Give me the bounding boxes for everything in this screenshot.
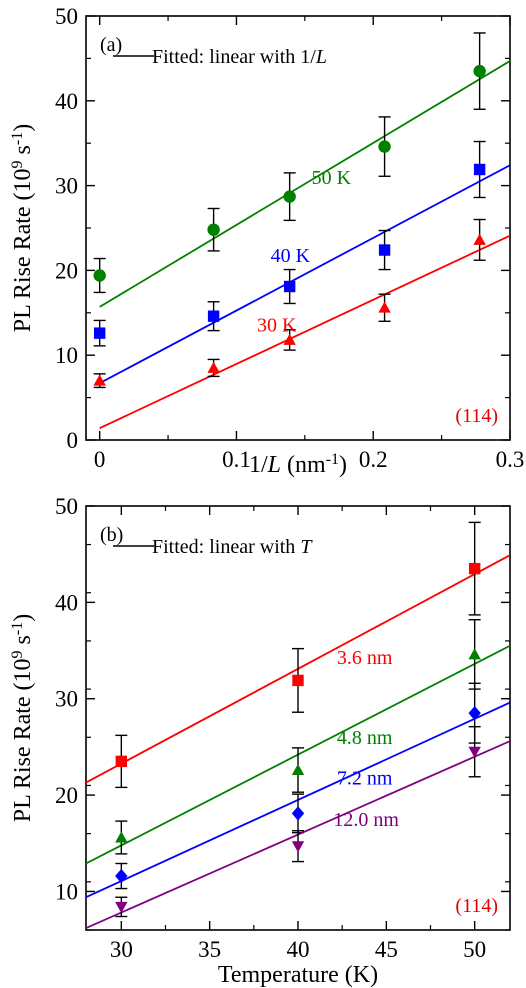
data-point — [473, 233, 486, 245]
data-point — [283, 280, 296, 293]
y-tick-label: 40 — [55, 590, 78, 615]
fit-line — [99, 60, 510, 308]
data-point — [115, 868, 128, 884]
y-tick-label: 20 — [55, 783, 78, 808]
series-label: 50 K — [312, 167, 352, 189]
series-label: 4.8 nm — [337, 727, 393, 749]
data-point — [207, 310, 220, 322]
plot-frame — [85, 15, 511, 441]
x-tick-label: 45 — [375, 937, 398, 962]
series-12-0-nm: 12.0 nm — [86, 725, 510, 929]
data-point — [468, 746, 481, 758]
data-point — [292, 674, 304, 687]
panel-tag: (b) — [100, 524, 123, 546]
data-point — [378, 140, 391, 153]
series-4-8-nm: 4.8 nm — [86, 619, 510, 865]
series-40-k: 40 K — [93, 140, 510, 384]
data-point — [473, 64, 486, 78]
data-point — [468, 562, 481, 575]
x-tick-label: 35 — [198, 937, 221, 962]
y-tick-label: 20 — [55, 258, 78, 283]
data-point — [378, 244, 391, 256]
series-label: 3.6 nm — [337, 647, 393, 669]
data-point — [283, 190, 296, 203]
data-point — [93, 374, 106, 386]
x-axis-title: Temperature (K) — [218, 962, 378, 988]
y-tick-label: 30 — [55, 687, 78, 712]
y-axis-title: PL Rise Rate (109 s-1) — [9, 614, 37, 822]
series-3-6-nm: 3.6 nm — [86, 521, 510, 789]
y-tick-label: 0 — [67, 428, 79, 453]
panel-tag: (a) — [100, 34, 122, 56]
y-tick-label: 50 — [55, 4, 78, 29]
data-point — [207, 223, 220, 236]
series-label: 40 K — [271, 245, 311, 267]
panel-note: (114) — [455, 895, 498, 917]
x-tick-label: 50 — [463, 937, 486, 962]
data-point — [473, 163, 486, 176]
data-point — [115, 901, 128, 914]
x-tick-label: 40 — [287, 937, 310, 962]
y-tick-label: 10 — [55, 879, 78, 904]
plot-frame — [85, 505, 511, 931]
data-point — [93, 327, 106, 339]
data-point — [291, 806, 305, 821]
x-tick-label: 0 — [94, 447, 106, 472]
y-tick-label: 30 — [55, 174, 78, 199]
y-axis-title: PL Rise Rate (109 s-1) — [9, 124, 37, 332]
y-tick-label: 10 — [55, 343, 78, 368]
chart-panel-a: 0 0.1 0.2 0.3 0 10 20 30 40 50 1/L (nm-1) PL Rise R… — [9, 4, 525, 478]
data-point — [93, 269, 106, 282]
legend-text: Fitted: linear with 1/L — [152, 46, 327, 68]
chart-panel-b: 30 35 40 45 50 10 20 30 40 50 Temperature (K) PL Ri… — [9, 494, 511, 988]
fit-line — [99, 164, 510, 384]
data-point — [115, 755, 128, 768]
data-point — [468, 705, 481, 721]
data-point — [207, 361, 220, 373]
data-point — [468, 648, 481, 660]
series-label: 30 K — [257, 314, 297, 336]
legend-text: Fitted: linear with T — [152, 536, 313, 558]
x-tick-label: 0.3 — [496, 447, 525, 472]
data-point — [283, 333, 296, 345]
x-tick-label: 0.2 — [359, 447, 388, 472]
y-tick-label: 50 — [55, 494, 78, 519]
data-point — [291, 763, 305, 775]
y-tick-label: 40 — [55, 89, 78, 114]
series-label: 12.0 nm — [333, 809, 399, 831]
x-axis-title: 1/L (nm-1) — [249, 451, 347, 479]
fit-line — [99, 234, 510, 429]
series-30-k: 30 K — [93, 218, 510, 429]
data-point — [115, 831, 128, 843]
x-tick-label: 30 — [110, 937, 133, 962]
data-point — [291, 841, 305, 853]
data-point — [378, 301, 391, 313]
series-label: 7.2 nm — [337, 767, 393, 789]
panel-note: (114) — [455, 405, 498, 427]
x-tick-label: 0.1 — [222, 447, 251, 472]
series-50-k: 50 K — [93, 32, 510, 308]
